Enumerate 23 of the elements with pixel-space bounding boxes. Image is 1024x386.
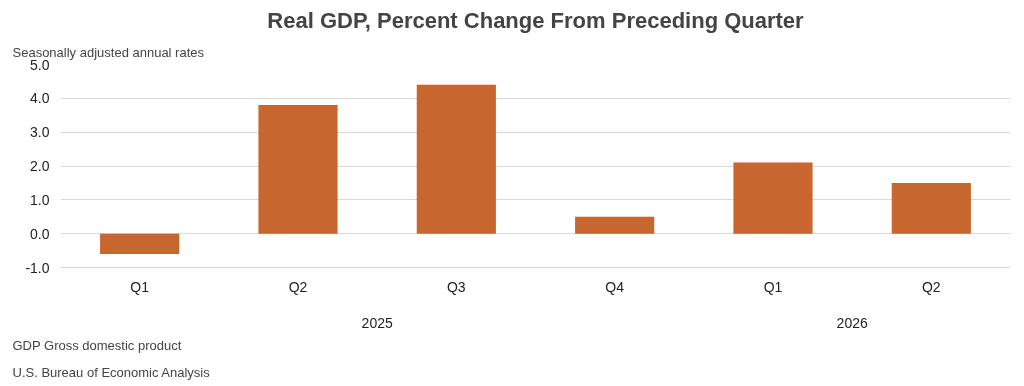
x-tick-label: Q1 <box>130 278 150 295</box>
bar <box>891 182 971 234</box>
y-tick-label: -1.0 <box>25 259 50 276</box>
text: 2025 <box>361 314 393 331</box>
y-tick-label: 0.0 <box>30 225 50 242</box>
bar <box>100 233 180 254</box>
text: U.S. Bureau of Economic Analysis <box>12 364 211 380</box>
x-tick-label: Q2 <box>922 278 941 295</box>
bar <box>258 105 338 234</box>
x-tick-label: Q1 <box>763 278 783 295</box>
bar <box>575 216 655 234</box>
y-tick-label: 4.0 <box>30 90 50 107</box>
y-tick-label: 3.0 <box>30 124 50 141</box>
text: 2026 <box>836 314 868 331</box>
y-tick-label: 2.0 <box>30 158 50 174</box>
x-tick-label: Q2 <box>288 278 308 295</box>
x-tick-label: Q3 <box>447 278 466 295</box>
y-tick-label: 1.0 <box>30 191 50 208</box>
bar <box>416 84 496 234</box>
text: GDP Gross domestic product <box>12 337 182 353</box>
chart-title: Real GDP, Percent Change From Preceding Quarter <box>267 7 805 33</box>
bar <box>733 162 813 234</box>
x-tick-label: Q4 <box>605 278 625 295</box>
